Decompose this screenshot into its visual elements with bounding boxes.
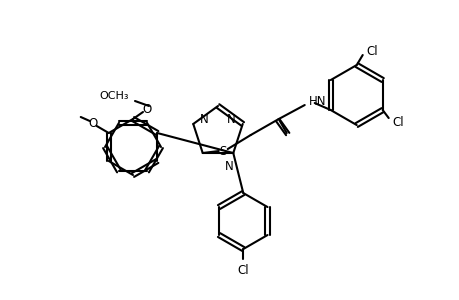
Text: N: N [226, 113, 235, 127]
Text: O: O [88, 116, 97, 130]
Text: N: N [224, 160, 233, 173]
Text: OCH₃: OCH₃ [99, 91, 129, 101]
Text: Cl: Cl [237, 264, 249, 277]
Text: O: O [142, 103, 151, 116]
Text: Cl: Cl [366, 44, 377, 58]
Text: N: N [200, 113, 208, 127]
Text: Cl: Cl [392, 116, 403, 128]
Text: HN: HN [308, 94, 325, 107]
Text: S: S [218, 145, 226, 158]
